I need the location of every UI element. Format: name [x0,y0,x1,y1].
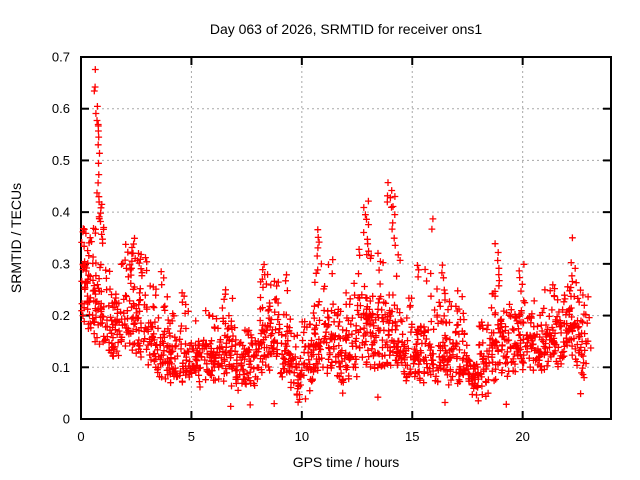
x-axis-label: GPS time / hours [292,454,400,470]
y-tick-label: 0.6 [52,101,70,116]
scatter-points [78,66,595,410]
x-tick-label: 15 [405,429,419,444]
y-tick-label: 0.3 [52,256,70,271]
y-tick-label: 0.7 [52,50,70,65]
plot-border [80,56,612,420]
x-tick-label: 10 [295,429,309,444]
y-tick-label: 0.1 [52,360,70,375]
x-tick-label: 5 [188,429,195,444]
y-tick-label: 0.4 [52,205,70,220]
y-tick-labels: 0 0.1 0.2 0.3 0.4 0.5 0.6 0.7 [52,50,70,427]
x-tick-labels: 0 5 10 15 20 [77,429,530,444]
y-tick-label: 0.2 [52,308,70,323]
chart-title: Day 063 of 2026, SRMTID for receiver ons… [209,21,483,37]
y-tick-label: 0.5 [52,153,70,168]
x-tick-label: 20 [515,429,529,444]
y-tick-label: 0 [63,412,70,427]
x-tick-label: 0 [77,429,84,444]
